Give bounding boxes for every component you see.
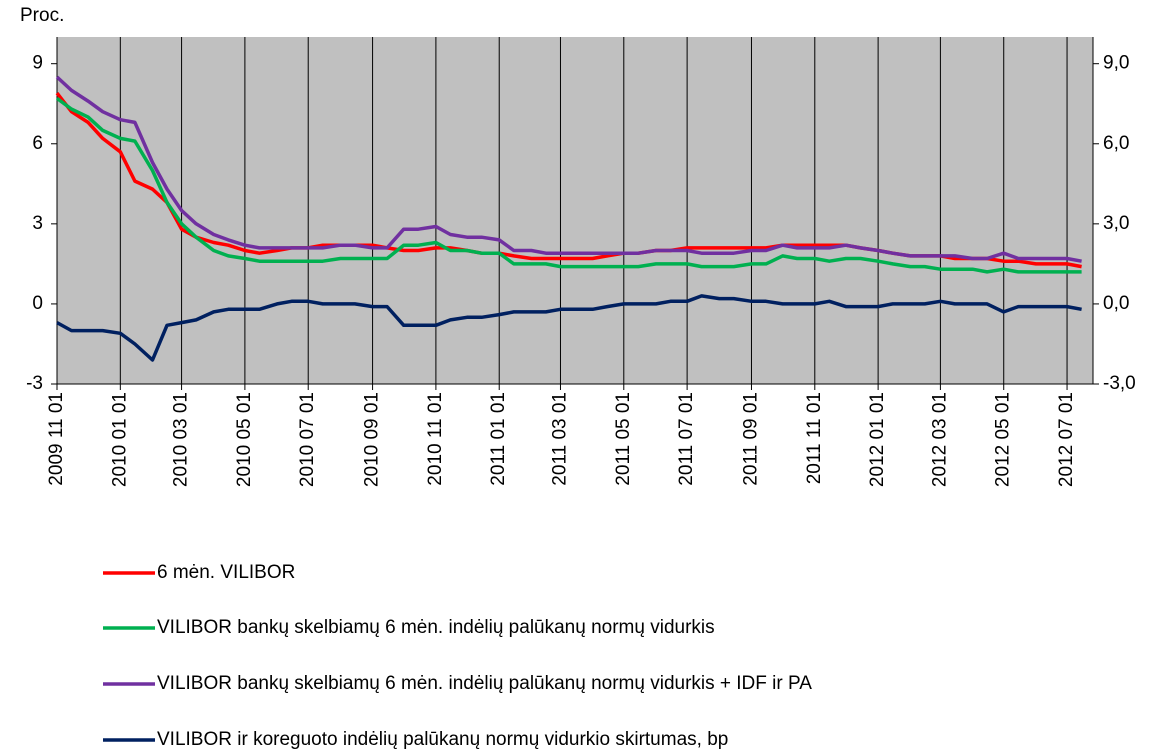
x-tick-label: 2010 01 01 xyxy=(109,392,130,487)
x-tick-label: 2010 11 01 xyxy=(425,392,446,486)
x-tick-label: 2011 01 01 xyxy=(488,392,509,486)
legend-label: 6 mėn. VILIBOR xyxy=(157,562,295,583)
legend-label: VILIBOR bankų skelbiamų 6 mėn. indėlių p… xyxy=(157,673,812,694)
y-tick-label: 3 xyxy=(32,213,43,234)
x-tick-label: 2012 05 01 xyxy=(993,392,1014,487)
x-tick-label: 2010 07 01 xyxy=(297,392,318,487)
y2-tick-label: 9,0 xyxy=(1103,53,1129,74)
y2-tick-label: 3,0 xyxy=(1103,213,1129,234)
x-tick-label: 2010 03 01 xyxy=(171,392,192,487)
x-tick-label: 2011 07 01 xyxy=(676,392,697,486)
y-tick-label: 9 xyxy=(32,53,43,74)
y2-tick-label: 0,0 xyxy=(1103,293,1129,314)
y-axis-label: Proc. xyxy=(20,5,64,26)
y-tick-label: 6 xyxy=(32,133,43,154)
x-tick-label: 2010 09 01 xyxy=(362,392,383,487)
x-tick-label: 2012 07 01 xyxy=(1056,392,1077,487)
plot-area xyxy=(57,37,1093,384)
x-tick-label: 2012 03 01 xyxy=(929,392,950,487)
y2-tick-label: 6,0 xyxy=(1103,133,1129,154)
y-tick-label: -3 xyxy=(26,373,43,394)
x-tick-label: 2012 01 01 xyxy=(867,392,888,487)
legend-label: VILIBOR ir koreguoto indėlių palūkanų no… xyxy=(157,729,728,750)
x-tick-label: 2010 05 01 xyxy=(234,392,255,487)
series-line xyxy=(56,294,1082,362)
y-tick-label: 0 xyxy=(32,293,43,314)
x-tick-label: 2011 09 01 xyxy=(740,392,761,486)
x-tick-label: 2009 11 01 xyxy=(46,392,67,486)
series-line xyxy=(55,96,1082,274)
x-tick-label: 2011 11 01 xyxy=(804,392,825,484)
series-line xyxy=(55,75,1082,263)
x-tick-label: 2011 05 01 xyxy=(613,392,634,486)
legend-label: VILIBOR bankų skelbiamų 6 mėn. indėlių p… xyxy=(157,617,715,638)
y2-tick-label: -3,0 xyxy=(1103,373,1136,394)
x-tick-label: 2011 03 01 xyxy=(549,392,570,486)
